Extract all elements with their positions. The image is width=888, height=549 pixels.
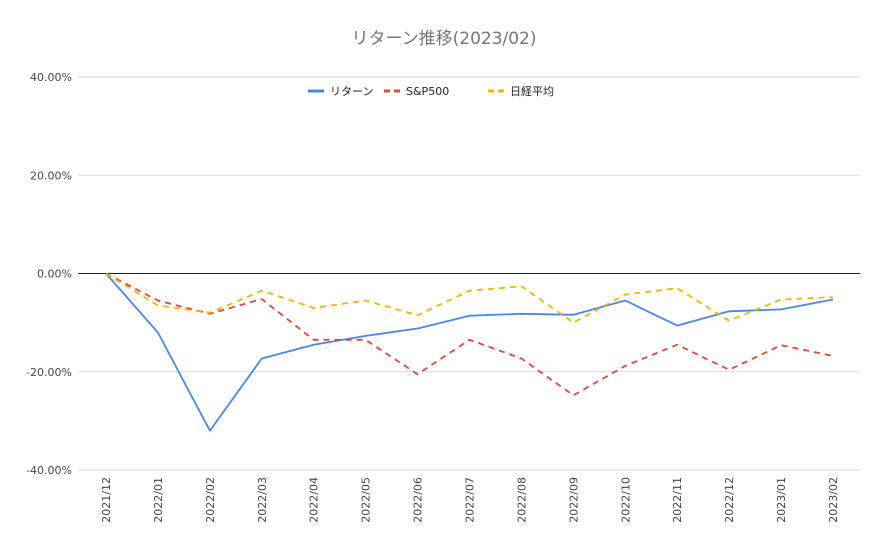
series-lines (105, 272, 834, 432)
x-tick-label: 2022/10 (619, 477, 632, 523)
series-line-1 (105, 272, 834, 397)
y-tick-label: -40.00% (26, 464, 72, 477)
y-tick-label: -20.00% (26, 366, 72, 379)
x-tick-label: 2022/06 (412, 477, 425, 523)
legend-label: 日経平均 (510, 85, 554, 98)
x-tick-label: 2022/09 (567, 477, 580, 523)
x-tick-label: 2022/07 (464, 477, 477, 523)
x-tick-label: 2023/02 (827, 477, 840, 523)
y-tick-label: 40.00% (30, 71, 72, 84)
y-axis-tick-labels: 40.00% 20.00% 0.00% -20.00% -40.00% (26, 71, 72, 477)
x-tick-label: 2022/01 (152, 477, 165, 523)
y-tick-label: 20.00% (30, 169, 72, 182)
x-tick-label: 2022/11 (671, 477, 684, 523)
x-tick-label: 2022/02 (204, 477, 217, 523)
x-tick-label: 2022/04 (308, 477, 321, 523)
x-tick-label: 2022/03 (256, 477, 269, 523)
x-tick-label: 2022/12 (723, 477, 736, 523)
y-tick-label: 0.00% (37, 268, 72, 281)
legend: リターン S&P500 日経平均 (308, 85, 554, 98)
x-tick-label: 2021/12 (100, 477, 113, 523)
x-axis-tick-labels: 2021/12 2022/01 2022/02 2022/03 2022/04 2022/… (100, 477, 840, 523)
x-tick-label: 2022/08 (515, 477, 528, 523)
series-line-0 (105, 272, 834, 432)
x-tick-label: 2023/01 (775, 477, 788, 523)
grid (78, 76, 860, 471)
chart-title: リターン推移(2023/02) (351, 29, 536, 49)
x-tick-label: 2022/05 (360, 477, 373, 523)
series-line-2 (105, 272, 834, 324)
legend-label: リターン (330, 85, 373, 98)
legend-label: S&P500 (406, 85, 449, 98)
